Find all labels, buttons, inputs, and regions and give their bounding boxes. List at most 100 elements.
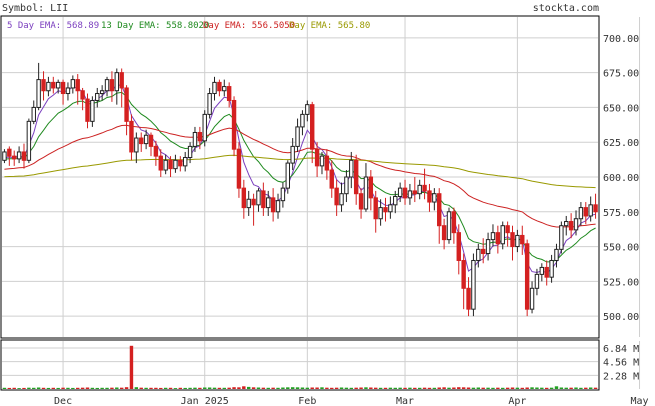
candle [329,160,334,198]
candle-body [119,72,124,89]
date-tick-label: Feb [298,396,316,406]
candle [16,146,22,164]
candle-body [85,98,90,122]
candle [55,79,61,94]
volume-bar [378,387,383,389]
volume-bar [540,387,544,389]
candle [480,238,486,264]
volume-bar [286,387,290,389]
volume-bar [579,387,583,389]
candle-body [578,207,584,220]
candle-body [75,79,80,92]
price-tick-label: 550.00 [603,243,639,254]
candle [202,110,207,147]
candle [124,85,129,136]
volume-bar [76,387,80,389]
candle [251,193,256,226]
volume-bar [320,387,324,389]
volume-bar [295,387,300,389]
candle [7,146,12,166]
volume-bar [85,387,90,389]
candle [173,154,178,173]
candle [41,71,46,101]
volume-bar [457,387,461,389]
candle-body [2,151,7,161]
candle-body [485,239,491,255]
volume-bar [198,387,202,389]
candle-body [520,234,525,245]
candle-body [500,225,505,245]
candle-body [412,190,418,195]
candle [192,126,198,152]
volume-bar [530,387,534,389]
candle [344,170,349,203]
candle [319,151,325,175]
candle-body [148,134,154,147]
candle [21,143,27,169]
volume-bar [12,387,16,389]
volume-bar [334,387,339,389]
candle-body [358,193,364,210]
candle-body [353,159,359,195]
candle [407,183,413,205]
volume-bar [139,387,143,389]
volume-bar [207,387,212,389]
candle-body [168,159,173,170]
candle [466,277,471,317]
candle [70,75,76,94]
candle-body [573,218,579,231]
volume-bar [222,387,226,389]
candle [515,229,520,253]
volume-bar [364,387,368,389]
volume-tick-label: 6.84 M [603,344,639,355]
volume-bar [32,387,36,389]
candle [583,202,588,225]
candle-body [437,193,442,227]
volume-bar [408,387,412,389]
candle [51,76,56,94]
volume-bar [2,387,7,389]
volume-bar [422,387,427,389]
price-tick-label: 650.00 [603,103,639,114]
date-tick-label: Apr [508,396,526,406]
candle [588,196,593,222]
candle-body [300,113,305,128]
volume-bar [354,387,358,389]
ema-200-line [4,154,596,189]
volume-bar [544,387,549,389]
site-name[interactable]: stockta.com [533,3,599,14]
candle-body [446,211,452,241]
candle [134,132,139,164]
candle [85,93,90,129]
volume-bar [90,387,95,389]
candle-body [129,120,134,153]
candle-body [90,99,95,122]
candle-body [217,81,222,92]
candle [349,151,354,189]
candle-body [99,90,105,95]
date-tick-label: Dec [54,396,72,406]
date-tick-label: Mar [396,396,414,406]
candle [476,243,481,268]
volume-bar [163,387,168,389]
volume-bar [232,387,236,389]
candle-body [16,151,22,160]
candle-body [349,159,354,178]
candle [80,87,85,111]
legend-ema-13: 13 Day EMA: 558.8020 [101,21,209,31]
candle [305,100,310,122]
price-tick-label: 500.00 [603,312,639,323]
price-tick-label: 675.00 [603,69,639,80]
candle [368,170,374,211]
candle [524,239,530,317]
candle [295,118,300,152]
candle [456,224,461,275]
volume-bar [51,387,56,389]
candle-body [182,157,188,167]
candle-body [80,90,85,100]
candle-body [70,79,76,89]
candle-body [173,159,178,170]
candle [485,232,491,261]
candle [95,87,100,108]
